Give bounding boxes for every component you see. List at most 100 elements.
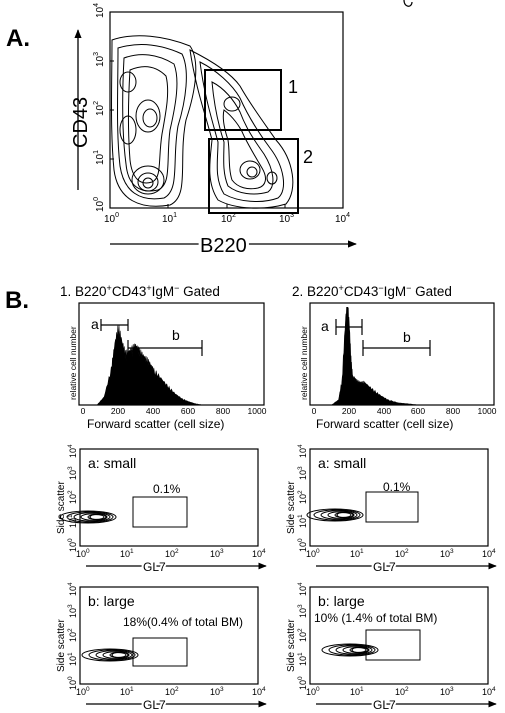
hist-1-area xyxy=(96,325,204,406)
dot-2-large-ytick: 100 xyxy=(297,676,308,690)
hist-2-xlabel: Forward scatter (cell size) xyxy=(316,417,453,431)
dot-2-small-ytick: 104 xyxy=(297,444,308,458)
dot-2-large-ytick: 102 xyxy=(297,628,308,642)
dot-1-small-xtick: 101 xyxy=(120,548,134,559)
dot-1-large-xtick: 100 xyxy=(76,686,90,697)
dot-1-small-contour-core xyxy=(89,513,107,521)
dot-1-large-ytick: 103 xyxy=(67,604,78,618)
dot-2-small-title: a: small xyxy=(318,455,366,471)
a-ylabel: CD43 xyxy=(70,97,92,148)
dot-1-large-xlabel: GL7 xyxy=(143,698,166,712)
a-xtick-3: 103 xyxy=(279,212,294,225)
dot-2-small-contour-core xyxy=(336,511,354,519)
panel-a-y-ticks xyxy=(110,60,114,160)
dot-2-large-contour xyxy=(321,643,379,657)
gate-2-label: 2 xyxy=(303,147,313,167)
dot-1-small-xtick: 102 xyxy=(165,548,179,559)
dot-2-large-frame xyxy=(309,586,489,685)
dot-1-large-ytick: 100 xyxy=(67,676,78,690)
hist-1-ylabel: relative cell number xyxy=(68,326,78,400)
dot-2-small-xlabel: GL7 xyxy=(373,560,396,574)
hist-1: a b relative cell number 0 200 400 600 8… xyxy=(68,302,267,431)
dot-2-large-xtick: 103 xyxy=(440,686,454,697)
hist-2-area xyxy=(330,306,420,406)
dot-2-small-contour xyxy=(306,508,364,522)
dot-1-large-ytick: 102 xyxy=(67,628,78,642)
dot-2-small-ylabel: Side scatter xyxy=(286,481,297,534)
dot-2-small-gate xyxy=(365,491,419,523)
dot-2-small-percent: 0.1% xyxy=(383,480,411,494)
dot-2-large-contour xyxy=(328,644,376,656)
dot-1-small-contour xyxy=(73,512,111,522)
gate-2 xyxy=(208,138,299,214)
dot-2-small-xtick: 101 xyxy=(350,548,364,559)
dot-2-large-xtick: 100 xyxy=(306,686,320,697)
dot-2-large: b: large 10% (1.4% of total BM) 100 101 102 1… xyxy=(286,582,497,713)
dot-2-large-ylabel: Side scatter xyxy=(286,619,297,672)
dot-1-small-xtick: 100 xyxy=(76,548,90,559)
dot-1-large-xtick: 104 xyxy=(252,686,266,697)
dot-2-large-xtick: 102 xyxy=(395,686,409,697)
dot-2-small-ytick: 101 xyxy=(297,514,308,528)
dot-1-large-ylabel: Side scatter xyxy=(56,619,67,672)
dot-2-large-xtick: 101 xyxy=(350,686,364,697)
dot-1-small-ylabel: Side scatter xyxy=(56,481,67,534)
dot-1-small-percent: 0.1% xyxy=(153,482,181,496)
a-ytick-3: 103 xyxy=(93,52,106,67)
dot-1-large-contour xyxy=(88,649,136,661)
panel-b: B. 1. B220+CD43+IgM− Gated 2. B220+CD43−… xyxy=(5,283,497,713)
dot-2-large-contour xyxy=(335,645,373,655)
svg-text:800: 800 xyxy=(446,406,460,416)
hist-2-xticks: 0 200 400 600 800 1000 xyxy=(312,406,497,416)
dot-1-small-title: a: small xyxy=(88,455,136,471)
hist-1-xticks: 0 200 400 600 800 1000 xyxy=(81,406,267,416)
dot-1-small-gate xyxy=(132,496,188,528)
hist-2-ylabel: relative cell number xyxy=(299,326,309,400)
a-xtick-2: 102 xyxy=(221,212,236,225)
dot-2-large-percent: 10% (1.4% of total BM) xyxy=(314,611,437,625)
dot-2-large-xlabel: GL7 xyxy=(373,698,396,712)
a-ytick-1: 101 xyxy=(93,150,106,165)
dot-2-large-ytick: 103 xyxy=(297,604,308,618)
dot-1-small-ytick: 103 xyxy=(67,466,78,480)
svg-text:0: 0 xyxy=(81,406,86,416)
dot-1-large-xtick: 101 xyxy=(120,686,134,697)
a-ytick-0: 100 xyxy=(93,197,106,212)
hist-2-a: a xyxy=(321,318,329,334)
panel-a-x-ticks xyxy=(167,204,286,208)
svg-text:200: 200 xyxy=(111,406,125,416)
dot-2-small-ytick: 103 xyxy=(297,466,308,480)
dot-2-small-xtick: 102 xyxy=(395,548,409,559)
hist-1-xlabel: Forward scatter (cell size) xyxy=(87,417,224,431)
hist-1-b: b xyxy=(172,327,180,343)
dot-2-small-ytick: 100 xyxy=(297,538,308,552)
dot-1-large: b: large 18%(0.4% of total BM) 100 101 102 10… xyxy=(56,582,267,713)
dot-2-small-frame xyxy=(309,448,489,547)
dot-1-large-xtick: 103 xyxy=(210,686,224,697)
dot-1-large-contour-core xyxy=(111,651,129,659)
a-xtick-0: 100 xyxy=(104,212,119,225)
dot-1-small-xtick: 103 xyxy=(210,548,224,559)
dot-2-small-ytick: 102 xyxy=(297,490,308,504)
gate-1-label: 1 xyxy=(288,77,298,97)
dot-2-large-xtick: 104 xyxy=(482,686,496,697)
dot-1-large-gate xyxy=(132,637,188,667)
hist-2: a b relative cell number 0 200 400 600 8… xyxy=(299,302,497,431)
hist-2-b: b xyxy=(403,329,411,345)
dot-1-large-contour xyxy=(95,650,133,660)
dot-1-large-xtick: 102 xyxy=(165,686,179,697)
svg-text:400: 400 xyxy=(146,406,160,416)
dot-1-small-ytick: 102 xyxy=(67,490,78,504)
dot-2-large-contour-core xyxy=(351,646,369,654)
panel-a: A. 1 xyxy=(6,0,413,260)
svg-text:800: 800 xyxy=(216,406,230,416)
dot-2-large-gate xyxy=(365,629,421,661)
dot-1-small-xtick: 104 xyxy=(252,548,266,559)
dot-1-large-frame xyxy=(79,586,259,685)
dot-1-large-ytick: 101 xyxy=(67,652,78,666)
dot-1-small-ytick: 100 xyxy=(67,538,78,552)
dot-2-large-ytick: 101 xyxy=(297,652,308,666)
hist-1-a: a xyxy=(91,316,99,332)
